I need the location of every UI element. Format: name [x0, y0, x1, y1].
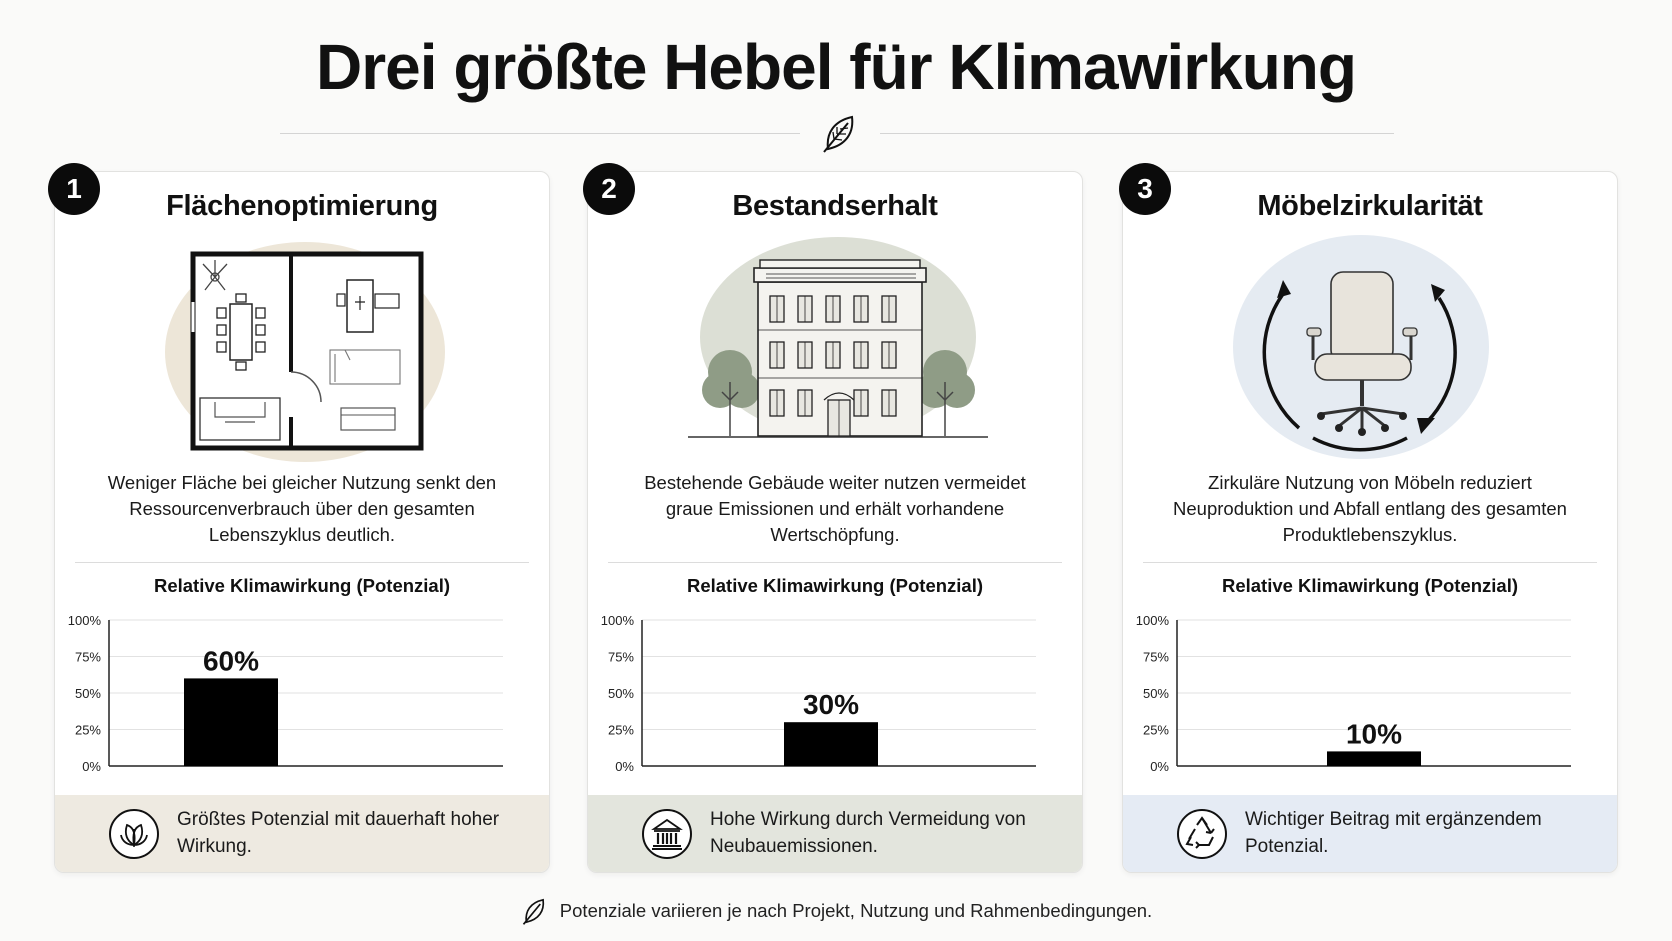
bar-value-label: 30%: [803, 689, 859, 720]
floor-plan-illustration: [165, 242, 445, 462]
step-badge-1: 1: [48, 163, 100, 215]
card-title: Möbelzirkularität: [1257, 190, 1483, 222]
step-badge-3: 3: [1119, 163, 1171, 215]
bar: [184, 678, 278, 766]
card-footer: Größtes Potenzial mit dauerhaft hoher Wi…: [55, 795, 549, 872]
footnote-text: Potenziale variieren je nach Projekt, Nu…: [559, 900, 1153, 921]
y-tick-label: 100%: [1136, 613, 1170, 628]
card-title: Flächenoptimierung: [166, 190, 438, 222]
y-tick-label: 25%: [75, 723, 101, 738]
step-badge-2: 2: [583, 163, 635, 215]
bar-chart: 0% 25% 50% 75% 100% 30%: [601, 613, 1036, 774]
card-divider: [1143, 562, 1597, 563]
card-description: Weniger Fläche bei gleicher Nutzung senk…: [107, 472, 497, 545]
circular-chair-illustration: [1233, 235, 1489, 459]
bar: [784, 722, 878, 766]
card-divider: [75, 562, 529, 563]
y-tick-label: 0%: [82, 759, 101, 774]
y-tick-label: 25%: [1143, 723, 1169, 738]
y-tick-label: 50%: [608, 686, 634, 701]
footer-text: Größtes Potenzial mit dauerhaft hoher Wi…: [177, 809, 500, 857]
recycle-icon: [1177, 809, 1227, 859]
bar-value-label: 60%: [203, 645, 259, 676]
y-tick-label: 75%: [608, 650, 634, 665]
card-bestandserhalt: Bestandserhalt: [587, 171, 1083, 873]
y-tick-label: 100%: [68, 613, 102, 628]
footer-text: Hohe Wirkung durch Vermeidung von Neubau…: [710, 809, 1026, 857]
bar-chart: 0% 25% 50% 75% 100% 60%: [68, 613, 503, 774]
bar: [1327, 751, 1421, 766]
building-columns-icon: [642, 809, 692, 859]
chart-title: Relative Klimawirkung (Potenzial): [686, 575, 984, 596]
chart-title: Relative Klimawirkung (Potenzial): [153, 575, 451, 596]
bar-value-label: 10%: [1346, 718, 1402, 749]
title-divider-left: [280, 133, 800, 134]
y-tick-label: 25%: [608, 723, 634, 738]
card-flaechenoptimierung: Flächenoptimierung Weniger: [54, 171, 550, 873]
card-divider: [608, 562, 1062, 563]
leaf-badge-icon: [109, 809, 159, 859]
y-tick-label: 50%: [1143, 686, 1169, 701]
y-tick-label: 0%: [615, 759, 634, 774]
y-tick-label: 75%: [1143, 650, 1169, 665]
footnote: Potenziale variieren je nach Projekt, Nu…: [0, 897, 1672, 930]
leaf-icon: [522, 898, 544, 925]
y-tick-label: 100%: [601, 613, 635, 628]
card-title: Bestandserhalt: [732, 190, 938, 222]
y-tick-label: 50%: [75, 686, 101, 701]
title-divider-right: [880, 133, 1394, 134]
card-moebelzirkularitaet: Möbelzirkularität Zirkuläre Nutzung von …: [1122, 171, 1618, 873]
card-footer: Wichtiger Beitrag mit ergänzendem Potenz…: [1123, 795, 1617, 872]
historic-building-illustration: [688, 237, 988, 438]
y-tick-label: 75%: [75, 650, 101, 665]
page-title: Drei größte Hebel für Klimawirkung: [316, 31, 1357, 103]
footer-text: Wichtiger Beitrag mit ergänzendem Potenz…: [1245, 809, 1542, 857]
bar-chart: 0% 25% 50% 75% 100% 10%: [1136, 613, 1571, 774]
card-description: Zirkuläre Nutzung von Möbeln reduziert N…: [1173, 472, 1567, 545]
leaf-icon: [823, 115, 854, 153]
card-description: Bestehende Gebäude weiter nutzen vermeid…: [644, 472, 1026, 545]
y-tick-label: 0%: [1150, 759, 1169, 774]
card-footer: Hohe Wirkung durch Vermeidung von Neubau…: [588, 795, 1082, 872]
chart-title: Relative Klimawirkung (Potenzial): [1221, 575, 1519, 596]
